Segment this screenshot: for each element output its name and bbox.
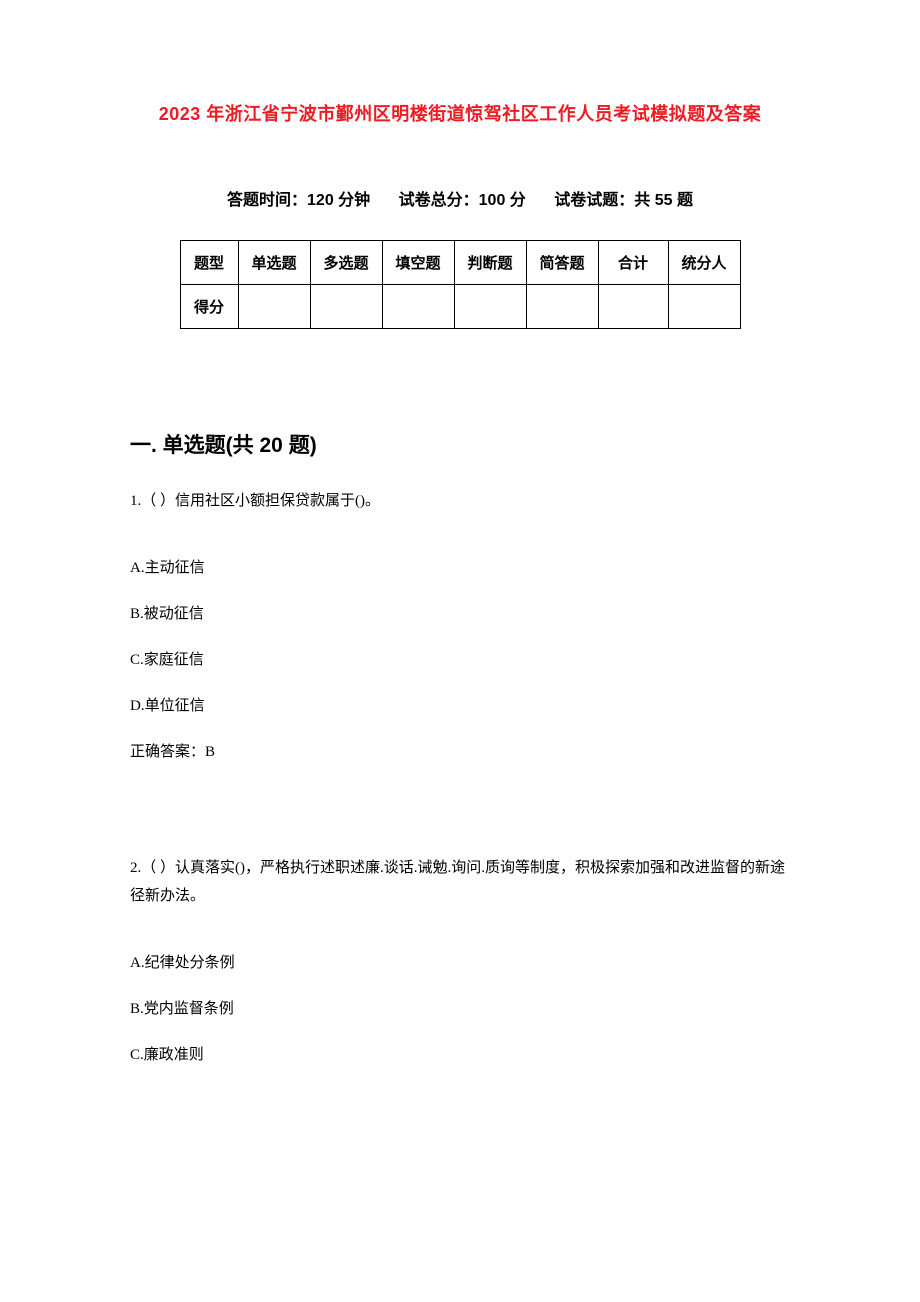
section-heading: 一. 单选题(共 20 题) — [130, 429, 790, 459]
table-row: 题型 单选题 多选题 填空题 判断题 简答题 合计 统分人 — [180, 241, 740, 285]
th-total: 合计 — [598, 241, 668, 285]
meta-count: 试卷试题：共 55 题 — [554, 192, 693, 209]
td-empty — [598, 285, 668, 329]
td-empty — [238, 285, 310, 329]
score-table: 题型 单选题 多选题 填空题 判断题 简答题 合计 统分人 得分 — [180, 240, 741, 329]
question-stem: 1.（ ）信用社区小额担保贷款属于()。 — [130, 487, 790, 516]
option-a: A.主动征信 — [130, 556, 790, 580]
option-b: B.被动征信 — [130, 602, 790, 626]
option-c: C.廉政准则 — [130, 1043, 790, 1067]
td-score-label: 得分 — [180, 285, 238, 329]
exam-title: 2023 年浙江省宁波市鄞州区明楼街道惊驾社区工作人员考试模拟题及答案 — [130, 100, 790, 126]
option-c: C.家庭征信 — [130, 648, 790, 672]
td-empty — [382, 285, 454, 329]
th-scorer: 统分人 — [668, 241, 740, 285]
th-type: 题型 — [180, 241, 238, 285]
exam-meta: 答题时间：120 分钟 试卷总分：100 分 试卷试题：共 55 题 — [130, 186, 790, 210]
td-empty — [310, 285, 382, 329]
th-short: 简答题 — [526, 241, 598, 285]
td-empty — [454, 285, 526, 329]
question-2: 2.（ ）认真落实()，严格执行述职述廉.谈话.诫勉.询问.质询等制度，积极探索… — [130, 854, 790, 1067]
question-1: 1.（ ）信用社区小额担保贷款属于()。 A.主动征信 B.被动征信 C.家庭征… — [130, 487, 790, 764]
meta-total: 试卷总分：100 分 — [399, 192, 526, 209]
option-d: D.单位征信 — [130, 694, 790, 718]
table-row: 得分 — [180, 285, 740, 329]
th-single: 单选题 — [238, 241, 310, 285]
th-multi: 多选题 — [310, 241, 382, 285]
meta-time: 答题时间：120 分钟 — [227, 192, 370, 209]
option-b: B.党内监督条例 — [130, 997, 790, 1021]
td-empty — [668, 285, 740, 329]
th-judge: 判断题 — [454, 241, 526, 285]
th-fill: 填空题 — [382, 241, 454, 285]
correct-answer: 正确答案：B — [130, 740, 790, 764]
td-empty — [526, 285, 598, 329]
option-a: A.纪律处分条例 — [130, 951, 790, 975]
question-stem: 2.（ ）认真落实()，严格执行述职述廉.谈话.诫勉.询问.质询等制度，积极探索… — [130, 854, 790, 911]
